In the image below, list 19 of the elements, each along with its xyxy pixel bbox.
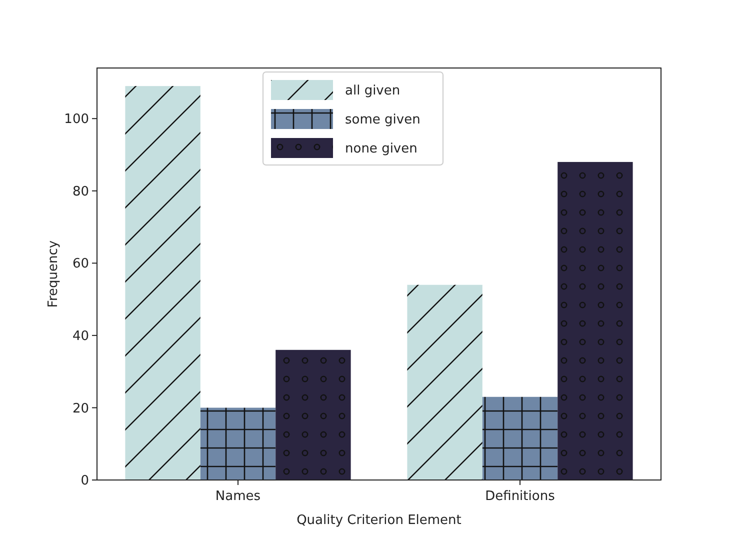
y-tick-label: 60 [72, 256, 89, 272]
x-tick-label: Names [215, 489, 261, 504]
legend-label: all given [345, 84, 400, 99]
x-axis-title: Quality Criterion Element [296, 513, 462, 528]
legend-label: none given [345, 142, 418, 157]
bar [276, 350, 351, 480]
bar [200, 408, 276, 480]
y-tick-label: 0 [80, 474, 89, 489]
legend-label: some given [345, 112, 420, 128]
y-axis-title: Frequency [46, 240, 61, 308]
y-tick-label: 100 [64, 112, 89, 128]
x-tick-label: Definitions [485, 489, 556, 504]
bar [558, 162, 633, 480]
bar [407, 284, 482, 480]
bar [125, 86, 200, 480]
y-tick-label: 20 [72, 401, 89, 416]
y-tick-label: 40 [72, 328, 89, 344]
y-tick-label: 80 [72, 184, 89, 200]
bar [482, 396, 558, 480]
